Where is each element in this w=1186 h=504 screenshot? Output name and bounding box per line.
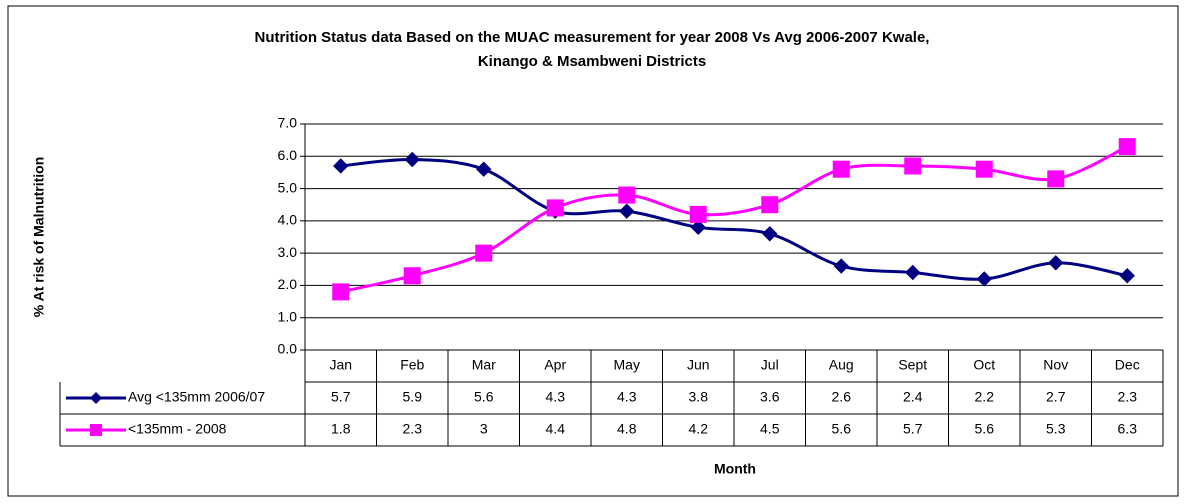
table-value: 4.2: [689, 421, 709, 437]
data-point: [475, 244, 493, 262]
legend-key: [90, 424, 102, 436]
table-value: 2.7: [1046, 389, 1066, 405]
data-point: [761, 196, 779, 214]
data-point: [689, 205, 707, 223]
x-tick-label: Jul: [761, 357, 779, 373]
data-point: [975, 160, 993, 178]
x-tick-label: Dec: [1115, 357, 1140, 373]
x-tick-label: Nov: [1043, 357, 1068, 373]
y-tick-label: 3.0: [278, 244, 298, 260]
data-point: [904, 157, 922, 175]
table-value: 2.6: [832, 389, 852, 405]
table-value: 5.3: [1046, 421, 1066, 437]
y-tick-label: 4.0: [278, 212, 298, 228]
y-tick-label: 2.0: [278, 276, 298, 292]
x-tick-label: Mar: [472, 357, 496, 373]
data-point: [618, 186, 636, 204]
table-value: 3.6: [760, 389, 780, 405]
table-value: 4.3: [546, 389, 566, 405]
x-tick-label: Feb: [400, 357, 424, 373]
table-value: 3: [480, 421, 488, 437]
table-value: 1.8: [331, 421, 351, 437]
data-point: [976, 271, 992, 287]
y-tick-label: 7.0: [278, 115, 298, 131]
table-value: 4.8: [617, 421, 637, 437]
legend-label: Avg <135mm 2006/07: [128, 389, 265, 405]
x-tick-label: Oct: [973, 357, 995, 373]
data-point: [333, 158, 349, 174]
table-value: 5.7: [331, 389, 351, 405]
data-point: [1118, 138, 1136, 156]
table-value: 2.3: [403, 421, 423, 437]
table-value: 4.3: [617, 389, 637, 405]
table-value: 5.7: [903, 421, 923, 437]
x-tick-label: Jun: [687, 357, 710, 373]
data-point: [332, 283, 350, 301]
y-tick-label: 1.0: [278, 308, 298, 324]
data-point: [403, 267, 421, 285]
y-tick-label: 5.0: [278, 179, 298, 195]
data-point: [762, 226, 778, 242]
table-value: 2.4: [903, 389, 923, 405]
data-point: [546, 199, 564, 217]
table-value: 4.4: [546, 421, 566, 437]
table-value: 5.6: [832, 421, 852, 437]
y-tick-label: 6.0: [278, 147, 298, 163]
data-point: [1047, 170, 1065, 188]
table-value: 2.3: [1118, 389, 1138, 405]
chart-title: Nutrition Status data Based on the MUAC …: [255, 29, 930, 46]
data-point: [833, 258, 849, 274]
data-point: [476, 161, 492, 177]
data-point: [690, 219, 706, 236]
x-tick-label: Aug: [829, 357, 854, 373]
data-point: [404, 151, 420, 168]
data-point: [1048, 255, 1064, 271]
x-tick-label: Jan: [329, 357, 352, 373]
chart-title: Kinango & Msambweni Districts: [478, 53, 706, 70]
x-tick-label: Sept: [898, 357, 927, 373]
table-value: 5.6: [975, 421, 995, 437]
y-tick-label: 0.0: [278, 341, 298, 357]
table-value: 2.2: [975, 389, 995, 405]
x-tick-label: Apr: [544, 357, 566, 373]
x-tick-label: May: [614, 357, 640, 373]
table-value: 4.5: [760, 421, 780, 437]
table-value: 3.8: [689, 389, 709, 405]
legend-label: <135mm - 2008: [128, 421, 227, 437]
table-value: 5.6: [474, 389, 494, 405]
data-point: [832, 160, 850, 178]
y-axis-title: % At risk of Malnutrition: [31, 157, 47, 317]
data-point: [905, 264, 921, 281]
table-value: 5.9: [403, 389, 423, 405]
data-point: [1119, 268, 1135, 284]
legend-key: [90, 392, 102, 404]
x-axis-title: Month: [714, 461, 756, 477]
table-value: 6.3: [1118, 421, 1138, 437]
data-point: [619, 203, 635, 219]
